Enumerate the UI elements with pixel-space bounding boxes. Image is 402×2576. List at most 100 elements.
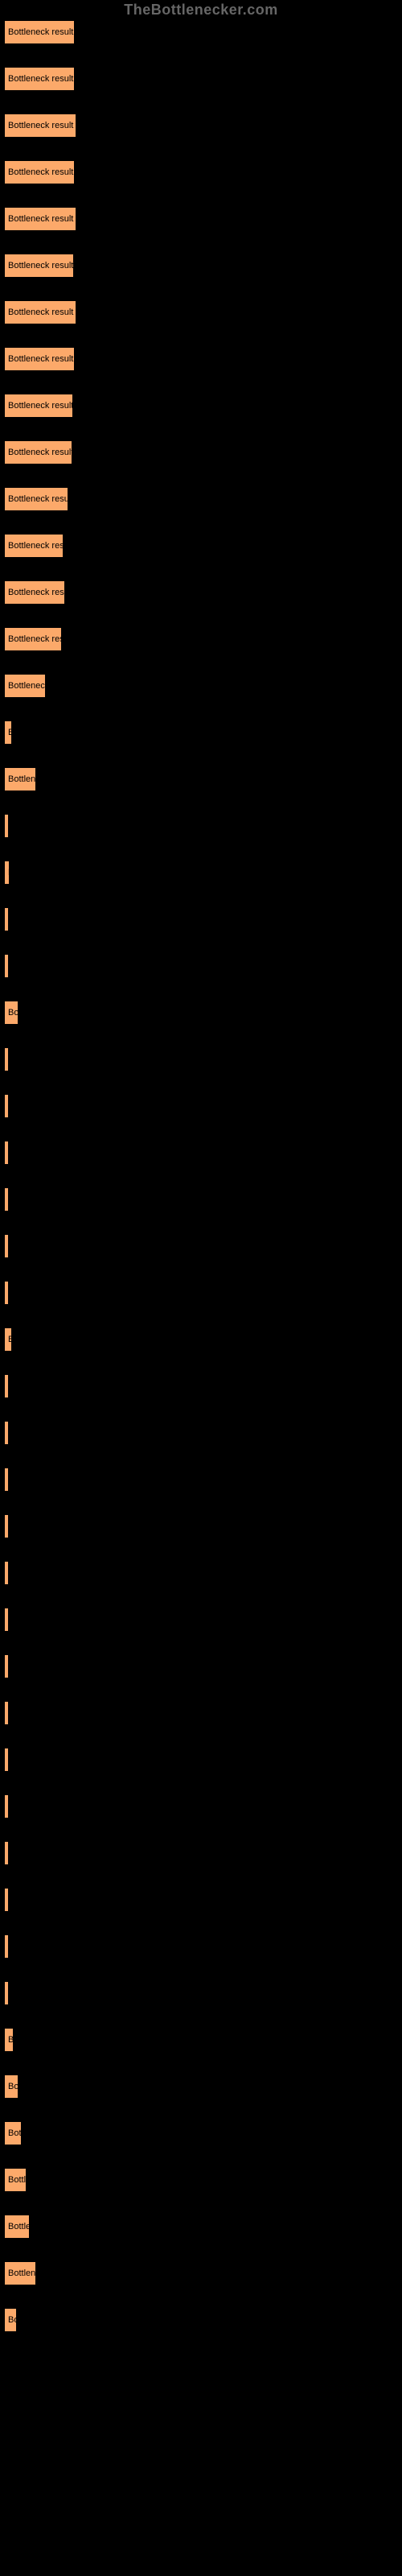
bar-label: Bottleneck result bbox=[8, 1055, 9, 1064]
bar-row: Bottleneck result bbox=[4, 534, 402, 558]
bar: Bottleneck result bbox=[4, 954, 9, 978]
bar-row: Bottleneck result bbox=[4, 907, 402, 931]
bar-label: Bottleneck result bbox=[8, 1942, 9, 1951]
bar-label: Bottleneck result bbox=[8, 1615, 9, 1624]
bar-row: Bottleneck result bbox=[4, 1141, 402, 1165]
bar-label: Bottleneck result bbox=[8, 74, 73, 84]
bar: Bottleneck result bbox=[4, 1374, 9, 1398]
bar-row: Bottleneck result bbox=[4, 580, 402, 605]
bar-row: Bottleneck result bbox=[4, 1934, 402, 1959]
bar-label: Bottleneck result bbox=[8, 1335, 12, 1344]
bar-row: Bottleneck result bbox=[4, 674, 402, 698]
bar: Bottleneck result bbox=[4, 580, 65, 605]
bar-row: Bottleneck result bbox=[4, 1327, 402, 1352]
bar-row: Bottleneck result bbox=[4, 2028, 402, 2052]
bar-label: Bottleneck result bbox=[8, 681, 46, 691]
bar-row: Bottleneck result bbox=[4, 2168, 402, 2192]
bar-row: Bottleneck result bbox=[4, 300, 402, 324]
bar-row: Bottleneck result bbox=[4, 1701, 402, 1725]
bar: Bottleneck result bbox=[4, 1934, 9, 1959]
bar-label: Bottleneck result bbox=[8, 2222, 30, 2231]
bar: Bottleneck result bbox=[4, 487, 68, 511]
bar: Bottleneck result bbox=[4, 1327, 12, 1352]
bar-label: Bottleneck result bbox=[8, 2175, 27, 2185]
bar-row: Bottleneck result bbox=[4, 954, 402, 978]
bar-label: Bottleneck result bbox=[8, 821, 9, 831]
bar-row: Bottleneck result bbox=[4, 2121, 402, 2145]
bar-row: Bottleneck result bbox=[4, 1841, 402, 1865]
bar-label: Bottleneck result bbox=[8, 494, 68, 504]
bar-row: Bottleneck result bbox=[4, 767, 402, 791]
bar-row: Bottleneck result bbox=[4, 1374, 402, 1398]
bar-row: Bottleneck result bbox=[4, 2074, 402, 2099]
bar-row: Bottleneck result bbox=[4, 394, 402, 418]
bar-label: Bottleneck result bbox=[8, 1802, 9, 1811]
bar: Bottleneck result bbox=[4, 67, 75, 91]
bar: Bottleneck result bbox=[4, 1047, 9, 1071]
bar-row: Bottleneck result bbox=[4, 861, 402, 885]
bar: Bottleneck result bbox=[4, 1888, 9, 1912]
bar-row: Bottleneck result bbox=[4, 1981, 402, 2005]
bar-row: Bottleneck result bbox=[4, 254, 402, 278]
bar: Bottleneck result bbox=[4, 1794, 9, 1818]
bar: Bottleneck result bbox=[4, 2261, 36, 2285]
bar-label: Bottleneck result bbox=[8, 167, 73, 177]
bar-label: Bottleneck result bbox=[8, 214, 73, 224]
bar-label: Bottleneck result bbox=[8, 1662, 9, 1671]
bar: Bottleneck result bbox=[4, 534, 64, 558]
bar: Bottleneck result bbox=[4, 1234, 9, 1258]
bar: Bottleneck result bbox=[4, 1514, 9, 1538]
bar: Bottleneck result bbox=[4, 1281, 9, 1305]
bar-label: Bottleneck result bbox=[8, 961, 9, 971]
bar-label: Bottleneck result bbox=[8, 1381, 9, 1391]
bar-row: Bottleneck result bbox=[4, 160, 402, 184]
bar-row: Bottleneck result bbox=[4, 1001, 402, 1025]
bar: Bottleneck result bbox=[4, 1981, 9, 2005]
bar: Bottleneck result bbox=[4, 1608, 9, 1632]
bar-label: Bottleneck result bbox=[8, 1848, 9, 1858]
bar-label: Bottleneck result bbox=[8, 1241, 9, 1251]
bar-row: Bottleneck result bbox=[4, 1561, 402, 1585]
bar: Bottleneck result bbox=[4, 160, 75, 184]
bar-label: Bottleneck result bbox=[8, 1895, 9, 1905]
bar-row: Bottleneck result bbox=[4, 20, 402, 44]
bar-label: Bottleneck result bbox=[8, 1008, 18, 1018]
bar-label: Bottleneck result bbox=[8, 401, 73, 411]
bar-row: Bottleneck result bbox=[4, 1281, 402, 1305]
bar: Bottleneck result bbox=[4, 2168, 27, 2192]
bar-row: Bottleneck result bbox=[4, 1234, 402, 1258]
bar: Bottleneck result bbox=[4, 1748, 9, 1772]
bar-label: Bottleneck result bbox=[8, 1988, 9, 1998]
bar: Bottleneck result bbox=[4, 720, 12, 745]
bar-row: Bottleneck result bbox=[4, 1608, 402, 1632]
bar-row: Bottleneck result bbox=[4, 814, 402, 838]
bar-label: Bottleneck result bbox=[8, 541, 64, 551]
bar-label: Bottleneck result bbox=[8, 354, 73, 364]
bar: Bottleneck result bbox=[4, 1701, 9, 1725]
bar: Bottleneck result bbox=[4, 2215, 30, 2239]
bar-row: Bottleneck result bbox=[4, 720, 402, 745]
bar: Bottleneck result bbox=[4, 767, 36, 791]
bar-chart: Bottleneck result Bottleneck result Bottle… bbox=[0, 0, 402, 2332]
bar-row: Bottleneck result bbox=[4, 2261, 402, 2285]
bar: Bottleneck result bbox=[4, 1421, 9, 1445]
bar-label: Bottleneck result bbox=[8, 121, 73, 130]
bar-label: Bottleneck result bbox=[8, 1148, 9, 1158]
bar: Bottleneck result bbox=[4, 627, 62, 651]
bar: Bottleneck result bbox=[4, 2074, 18, 2099]
bar-label: Bottleneck result bbox=[8, 27, 73, 37]
bar: Bottleneck result bbox=[4, 1001, 18, 1025]
bar: Bottleneck result bbox=[4, 440, 72, 464]
bar: Bottleneck result bbox=[4, 1094, 9, 1118]
bar-label: Bottleneck result bbox=[8, 728, 12, 737]
bar-label: Bottleneck result bbox=[8, 2268, 36, 2278]
bar: Bottleneck result bbox=[4, 300, 76, 324]
bar: Bottleneck result bbox=[4, 814, 9, 838]
bar-label: Bottleneck result bbox=[8, 1755, 9, 1765]
bar-row: Bottleneck result bbox=[4, 114, 402, 138]
bar-label: Bottleneck result bbox=[8, 914, 9, 924]
bar-row: Bottleneck result bbox=[4, 2308, 402, 2332]
bar-label: Bottleneck result bbox=[8, 634, 62, 644]
bar: Bottleneck result bbox=[4, 1468, 9, 1492]
bar-row: Bottleneck result bbox=[4, 1187, 402, 1212]
